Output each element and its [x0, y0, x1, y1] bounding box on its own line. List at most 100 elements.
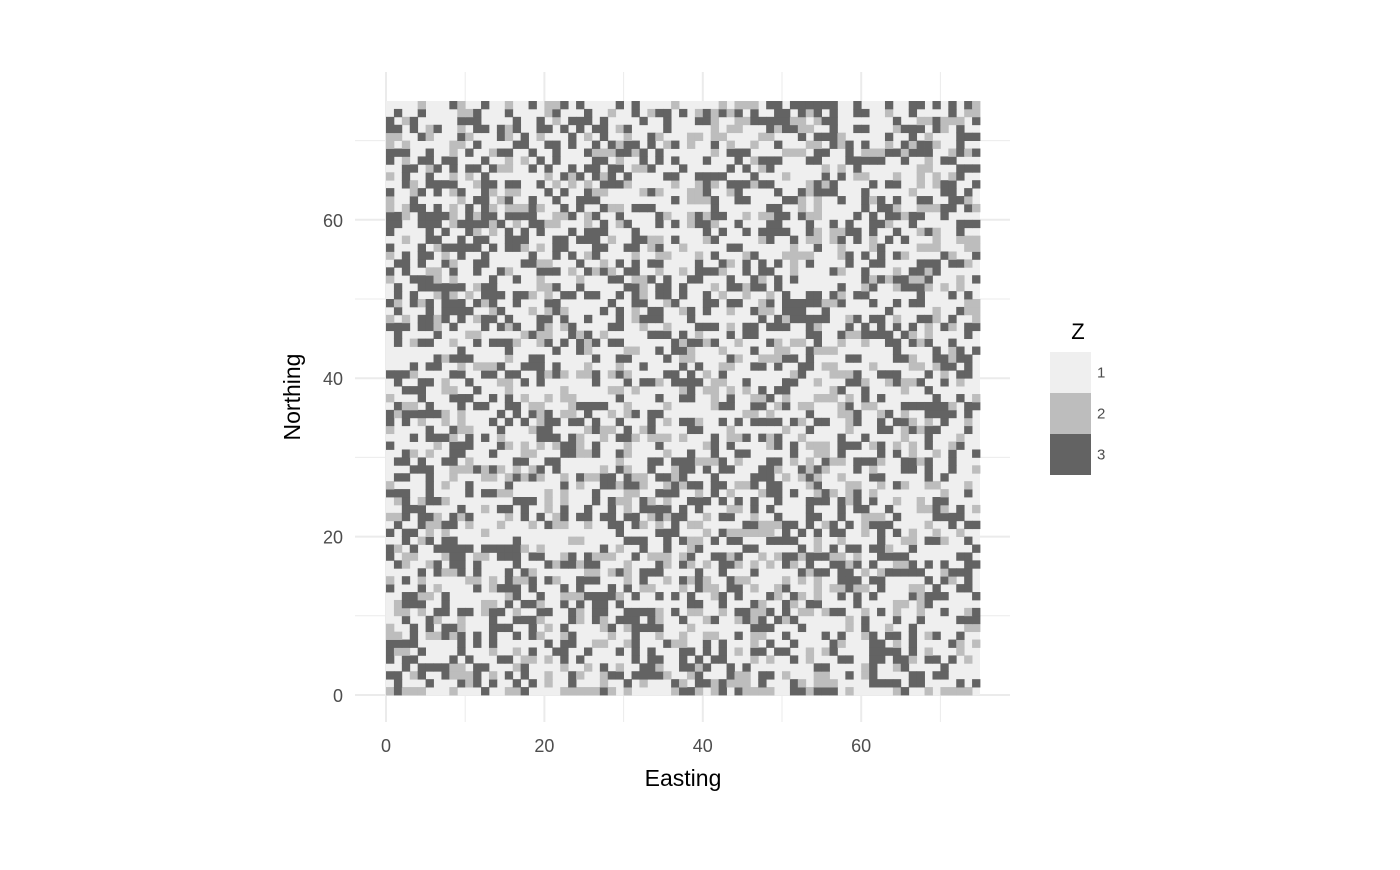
heatmap-cell [837, 140, 846, 149]
heatmap-cell [591, 449, 601, 458]
heatmap-cell [940, 512, 949, 522]
heatmap-cell [908, 124, 918, 134]
heatmap-cell [473, 663, 482, 672]
heatmap-cell [433, 164, 442, 173]
heatmap-cell [591, 354, 601, 363]
heatmap-cell [845, 148, 854, 157]
heatmap-cell [829, 687, 838, 696]
heatmap-cell [599, 156, 609, 165]
heatmap-cell [869, 219, 878, 229]
heatmap-cell [686, 346, 696, 355]
heatmap-cell [481, 124, 490, 134]
heatmap-cell [924, 599, 933, 609]
heatmap-cell [932, 584, 941, 593]
heatmap-cell [552, 306, 561, 316]
heatmap-cell [805, 655, 815, 664]
heatmap-cell [536, 283, 545, 292]
heatmap-cell [710, 235, 720, 244]
heatmap-cell [615, 433, 624, 442]
heatmap-cell [584, 330, 593, 339]
heatmap-cell [813, 211, 822, 221]
heatmap-cell [710, 679, 720, 688]
heatmap-cell [425, 299, 434, 308]
heatmap-cell [710, 116, 720, 126]
heatmap-cell [932, 314, 941, 324]
heatmap-cell [591, 196, 601, 205]
heatmap-cell [584, 267, 593, 276]
heatmap-cell [584, 409, 593, 419]
heatmap-cell [576, 259, 585, 268]
heatmap-cell [829, 370, 838, 379]
heatmap-cell [908, 441, 918, 450]
heatmap-cell [560, 520, 569, 530]
heatmap-cell [774, 497, 783, 506]
heatmap-cell [916, 615, 925, 625]
heatmap-cell [386, 299, 395, 308]
heatmap-cell [797, 362, 807, 371]
heatmap-cell [892, 552, 902, 561]
heatmap-cell [702, 631, 712, 640]
heatmap-cell [393, 473, 403, 482]
heatmap-cell [457, 568, 466, 577]
heatmap-cell [607, 148, 617, 157]
heatmap-cell [829, 520, 838, 530]
heatmap-cell [900, 560, 910, 569]
heatmap-cell [386, 251, 395, 260]
heatmap-cell [702, 322, 712, 332]
heatmap-cell [560, 592, 569, 601]
heatmap-cell [528, 679, 537, 688]
heatmap-cell [568, 164, 577, 173]
heatmap-cell [401, 576, 411, 585]
heatmap-cell [694, 425, 704, 435]
heatmap-cell [679, 512, 688, 522]
heatmap-cell [591, 291, 601, 300]
heatmap-cell [845, 378, 854, 387]
heatmap-cell [576, 235, 585, 244]
heatmap-cell [560, 489, 569, 498]
heatmap-cell [964, 259, 973, 268]
heatmap-cell [386, 512, 395, 522]
heatmap-cell [702, 639, 712, 648]
heatmap-cell [916, 116, 925, 126]
heatmap-cell [417, 259, 426, 268]
heatmap-cell [584, 148, 593, 157]
heatmap-cell [615, 520, 624, 530]
heatmap-cell [512, 409, 522, 419]
heatmap-cell [734, 457, 743, 466]
heatmap-cell [766, 306, 775, 316]
heatmap-cell [924, 243, 933, 252]
heatmap-cell [877, 576, 886, 585]
heatmap-cell [449, 338, 458, 347]
heatmap-cell [599, 433, 609, 442]
heatmap-cell [877, 512, 886, 522]
heatmap-cell [552, 251, 561, 260]
heatmap-cell [552, 520, 561, 530]
heatmap-cell [488, 338, 498, 347]
heatmap-cell [568, 639, 577, 648]
heatmap-cell [892, 631, 902, 640]
heatmap-cell [639, 299, 648, 308]
heatmap-cell [964, 409, 973, 419]
heatmap-cell [932, 203, 941, 213]
heatmap-cell [584, 425, 593, 435]
heatmap-cell [393, 219, 403, 229]
heatmap-cell [924, 655, 933, 664]
heatmap-cell [560, 172, 569, 181]
heatmap-cell [544, 623, 553, 633]
heatmap-cell [457, 441, 466, 450]
heatmap-cell [679, 338, 688, 347]
heatmap-cell [940, 560, 949, 569]
heatmap-cell [671, 512, 680, 522]
heatmap-cell [386, 394, 395, 403]
heatmap-cell [782, 251, 791, 260]
heatmap-cell [512, 647, 522, 656]
heatmap-cell [615, 568, 624, 577]
heatmap-cell [457, 560, 466, 569]
heatmap-cell [417, 156, 426, 165]
heatmap-cell [789, 235, 799, 244]
heatmap-cell [615, 148, 624, 157]
heatmap-cell [512, 584, 522, 593]
heatmap-cell [797, 251, 807, 260]
heatmap-cell [488, 314, 498, 324]
heatmap-cell [774, 512, 783, 522]
